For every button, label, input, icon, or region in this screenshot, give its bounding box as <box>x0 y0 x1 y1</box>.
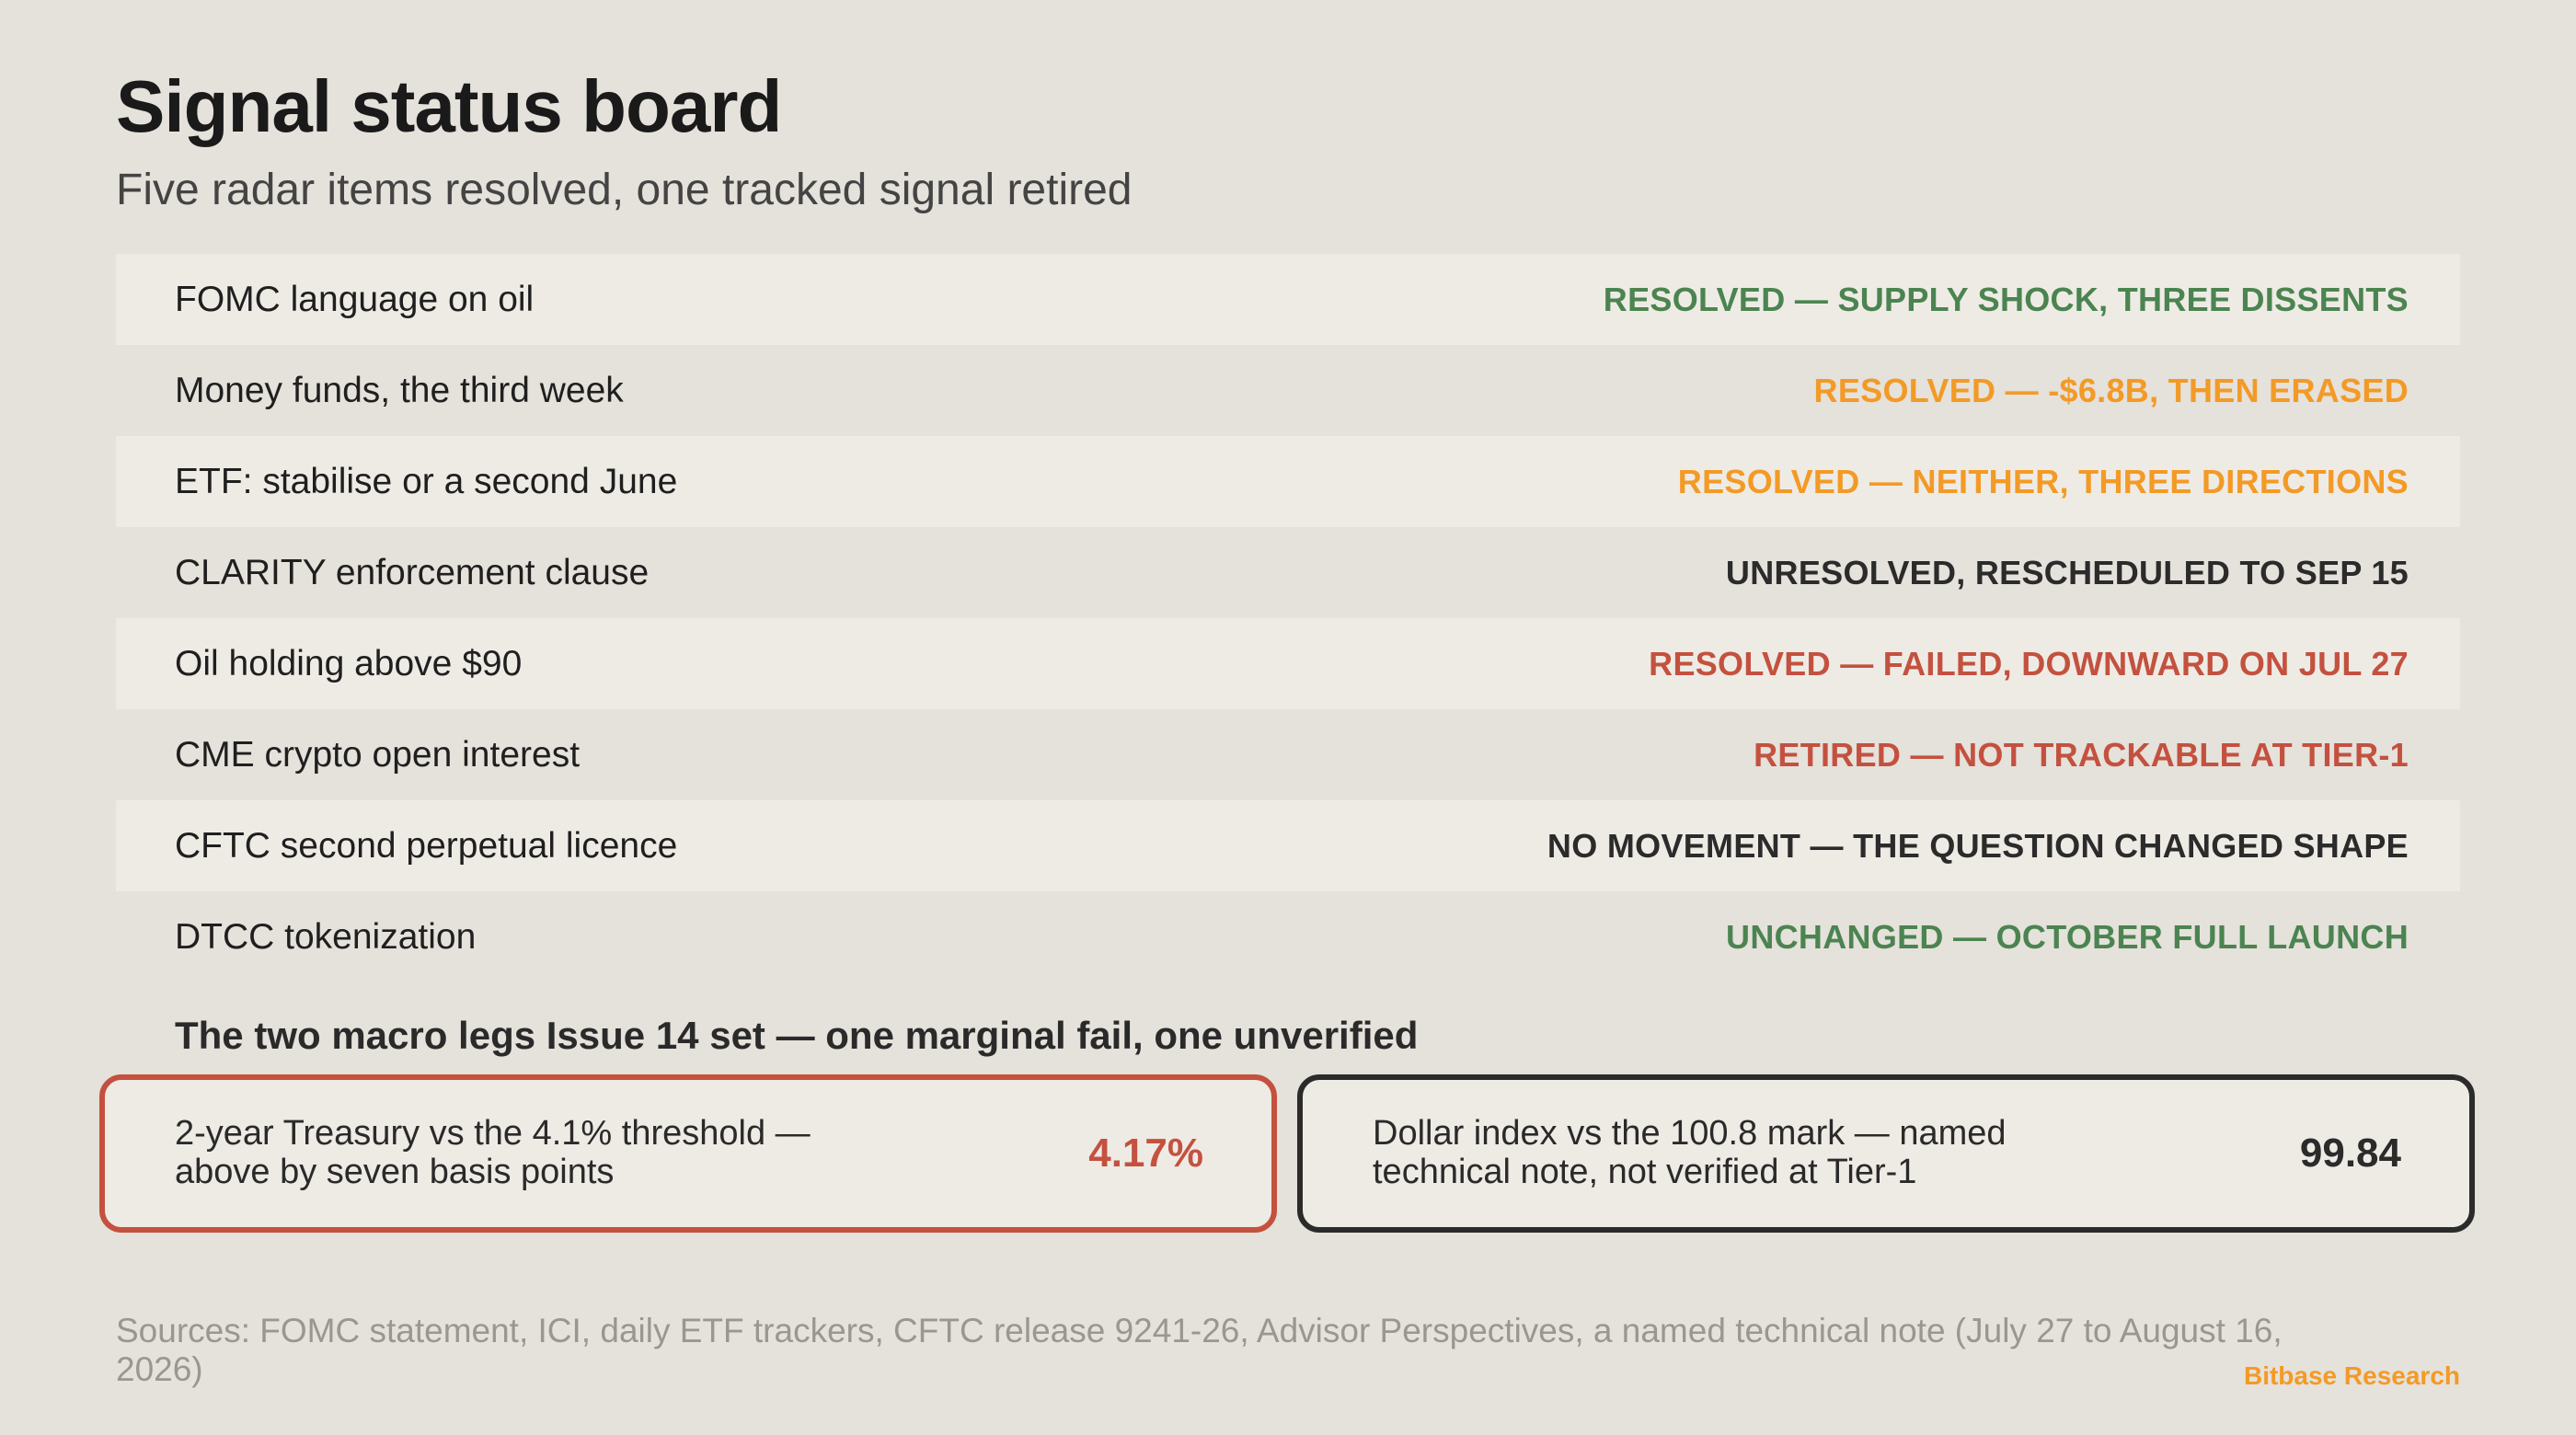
signal-status: RESOLVED — FAILED, DOWNWARD ON JUL 27 <box>1649 644 2409 683</box>
signal-status: RETIRED — NOT TRACKABLE AT TIER-1 <box>1754 735 2409 774</box>
signal-row: CME crypto open interest RETIRED — NOT T… <box>116 709 2460 800</box>
signal-row: CLARITY enforcement clause UNRESOLVED, R… <box>116 527 2460 618</box>
sources-note: Sources: FOMC statement, ICI, daily ETF … <box>116 1312 2283 1388</box>
signal-row: FOMC language on oil RESOLVED — SUPPLY S… <box>116 254 2460 345</box>
page-subtitle: Five radar items resolved, one tracked s… <box>116 166 1133 214</box>
treasury-card: 2-year Treasury vs the 4.1% threshold — … <box>99 1074 1277 1233</box>
signal-status: RESOLVED — -$6.8B, THEN ERASED <box>1813 371 2409 409</box>
macro-legs-heading: The two macro legs Issue 14 set — one ma… <box>175 1014 1419 1057</box>
signal-label: ETF: stabilise or a second June <box>175 461 678 501</box>
signal-label: CME crypto open interest <box>175 734 581 775</box>
signal-label: FOMC language on oil <box>175 279 535 319</box>
signal-status: UNCHANGED — OCTOBER FULL LAUNCH <box>1726 917 2409 956</box>
treasury-card-text: 2-year Treasury vs the 4.1% threshold — … <box>175 1114 811 1191</box>
signal-row: Money funds, the third week RESOLVED — -… <box>116 345 2460 436</box>
signal-row: DTCC tokenization UNCHANGED — OCTOBER FU… <box>116 891 2460 982</box>
signal-status-board: Signal status board Five radar items res… <box>99 0 2475 1435</box>
signal-status: RESOLVED — SUPPLY SHOCK, THREE DISSENTS <box>1603 280 2409 318</box>
signal-list: FOMC language on oil RESOLVED — SUPPLY S… <box>116 254 2460 982</box>
signal-label: CLARITY enforcement clause <box>175 552 650 592</box>
dollar-index-card-value: 99.84 <box>2299 1131 2401 1176</box>
signal-label: Oil holding above $90 <box>175 643 523 683</box>
treasury-card-value: 4.17% <box>1088 1131 1203 1176</box>
dollar-index-card: Dollar index vs the 100.8 mark — named t… <box>1297 1074 2475 1233</box>
signal-row: ETF: stabilise or a second June RESOLVED… <box>116 436 2460 527</box>
signal-row: CFTC second perpetual licence NO MOVEMEN… <box>116 800 2460 891</box>
brand-label: Bitbase Research <box>2243 1361 2460 1390</box>
dollar-index-card-text: Dollar index vs the 100.8 mark — named t… <box>1373 1114 2007 1191</box>
signal-label: Money funds, the third week <box>175 370 624 410</box>
signal-row: Oil holding above $90 RESOLVED — FAILED,… <box>116 618 2460 709</box>
page-title: Signal status board <box>116 65 782 147</box>
signal-status: RESOLVED — NEITHER, THREE DIRECTIONS <box>1677 462 2409 500</box>
signal-label: DTCC tokenization <box>175 916 477 957</box>
signal-label: CFTC second perpetual licence <box>175 825 678 866</box>
signal-status: NO MOVEMENT — THE QUESTION CHANGED SHAPE <box>1547 826 2409 865</box>
signal-status: UNRESOLVED, RESCHEDULED TO SEP 15 <box>1725 553 2409 591</box>
